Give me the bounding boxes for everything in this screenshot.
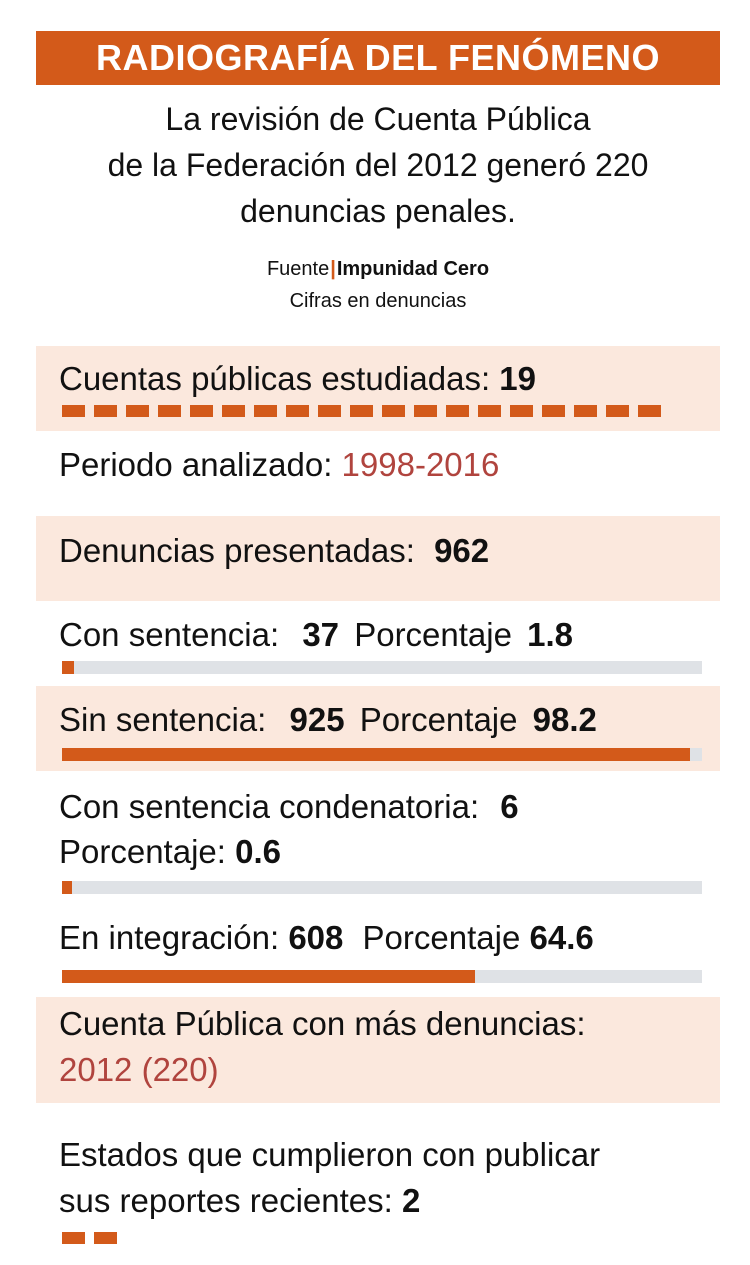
sin-sentencia-bar-track — [62, 748, 702, 761]
integracion-bar — [62, 970, 475, 983]
con-sentencia-pct: 1.8 — [527, 616, 574, 653]
estados-text-line-2: sus reportes recientes: 2 — [59, 1178, 420, 1224]
periodo-value: 1998-2016 — [341, 446, 500, 483]
row-condenatoria: Con sentencia condenatoria: 6 Porcentaje… — [36, 771, 720, 901]
source-line: Fuente|Impunidad Cero — [36, 253, 720, 285]
condenatoria-pct-label: Porcentaje: — [59, 833, 226, 870]
row-cuentas: Cuentas públicas estudiadas: 19 — [36, 346, 720, 431]
mas-denuncias-value: 2012 (220) — [59, 1051, 219, 1088]
cuentas-dash-8 — [286, 405, 309, 417]
condenatoria-bar-track — [62, 881, 702, 894]
estados-dash-1 — [62, 1232, 85, 1244]
sin-sentencia-bar — [62, 748, 690, 761]
con-sentencia-bar — [62, 661, 74, 674]
cuentas-dash-10 — [350, 405, 373, 417]
subtitle-line-1: La revisión de Cuenta Pública — [165, 101, 591, 137]
estados-value: 2 — [402, 1182, 421, 1219]
row-sin-sentencia-text: Sin sentencia: 925 Porcentaje 98.2 — [59, 697, 597, 743]
source-block: Fuente|Impunidad Cero Cifras en denuncia… — [36, 253, 720, 317]
cuentas-dash-19 — [638, 405, 661, 417]
con-sentencia-bar-track — [62, 661, 702, 674]
sin-sentencia-value: 925 — [289, 701, 345, 738]
cuentas-dash-17 — [574, 405, 597, 417]
row-cuentas-text: Cuentas públicas estudiadas: 19 — [59, 356, 536, 402]
estados-dash-2 — [94, 1232, 117, 1244]
con-sentencia-label: Con sentencia: — [59, 616, 280, 653]
integracion-pct: 64.6 — [529, 919, 594, 956]
source-label: Fuente — [266, 258, 330, 280]
subtitle-line-3: denuncias penales. — [240, 193, 516, 229]
row-condenatoria-text-1: Con sentencia condenatoria: 6 — [59, 784, 519, 830]
cuentas-dash-4 — [158, 405, 181, 417]
row-integracion: En integración: 608 Porcentaje 64.6 — [36, 901, 720, 997]
condenatoria-value: 6 — [500, 788, 519, 825]
cuentas-dash-6 — [222, 405, 245, 417]
sin-sentencia-pct: 98.2 — [532, 701, 597, 738]
mas-denuncias-label: Cuenta Pública con más denuncias: — [59, 1005, 586, 1042]
cuentas-value: 19 — [499, 360, 537, 397]
cuentas-dash-18 — [606, 405, 629, 417]
cuentas-dash-1 — [62, 405, 85, 417]
page-title: RADIOGRAFÍA DEL FENÓMENO — [36, 31, 720, 85]
row-periodo: Periodo analizado: 1998-2016 — [36, 431, 720, 516]
cuentas-dash-2 — [94, 405, 117, 417]
sin-sentencia-pct-label: Porcentaje — [359, 701, 518, 738]
cuentas-dash-13 — [446, 405, 469, 417]
integracion-label: En integración: — [59, 919, 280, 956]
row-denuncias: Denuncias presentadas: 962 — [36, 516, 720, 601]
source-separator: | — [330, 258, 336, 280]
con-sentencia-pct-label: Porcentaje — [354, 616, 512, 653]
cuentas-dash-12 — [414, 405, 437, 417]
cuentas-dash-5 — [190, 405, 213, 417]
cuentas-dash-14 — [478, 405, 501, 417]
sin-sentencia-label: Sin sentencia: — [59, 701, 267, 738]
integracion-bar-track — [62, 970, 702, 983]
integracion-pct-label: Porcentaje — [362, 919, 521, 956]
cuentas-dash-7 — [254, 405, 277, 417]
source-name: Impunidad Cero — [336, 258, 490, 280]
row-periodo-text: Periodo analizado: 1998-2016 — [59, 442, 499, 488]
estados-label-line-1: Estados que cumplieron con publicar — [59, 1136, 601, 1173]
estados-label-line-2: sus reportes recientes: — [59, 1182, 393, 1219]
row-con-sentencia-text: Con sentencia: 37 Porcentaje 1.8 — [59, 612, 573, 658]
row-estados: Estados que cumplieron con publicar sus … — [36, 1103, 720, 1253]
row-denuncias-text: Denuncias presentadas: 962 — [59, 528, 489, 574]
cuentas-dash-15 — [510, 405, 533, 417]
cuentas-dash-11 — [382, 405, 405, 417]
condenatoria-bar — [62, 881, 72, 894]
condenatoria-label: Con sentencia condenatoria: — [59, 788, 480, 825]
units-note: Cifras en denuncias — [289, 290, 467, 312]
cuentas-dash-16 — [542, 405, 565, 417]
row-mas-denuncias: Cuenta Pública con más denuncias: 2012 (… — [36, 997, 720, 1103]
integracion-value: 608 — [288, 919, 344, 956]
denuncias-label: Denuncias presentadas: — [59, 532, 415, 569]
row-sin-sentencia: Sin sentencia: 925 Porcentaje 98.2 — [36, 686, 720, 771]
row-condenatoria-text-2: Porcentaje: 0.6 — [59, 829, 281, 875]
con-sentencia-value: 37 — [302, 616, 340, 653]
row-integracion-text: En integración: 608 Porcentaje 64.6 — [59, 915, 594, 961]
periodo-label: Periodo analizado: — [59, 446, 333, 483]
subtitle-line-2: de la Federación del 2012 generó 220 — [107, 147, 649, 183]
cuentas-dash-3 — [126, 405, 149, 417]
cuentas-dash-9 — [318, 405, 341, 417]
denuncias-value: 962 — [434, 532, 490, 569]
subtitle: La revisión de Cuenta Pública de la Fede… — [36, 96, 720, 234]
cuentas-label: Cuentas públicas estudiadas: — [59, 360, 491, 397]
condenatoria-pct: 0.6 — [235, 833, 281, 870]
title-text: RADIOGRAFÍA DEL FENÓMENO — [95, 37, 660, 78]
row-con-sentencia: Con sentencia: 37 Porcentaje 1.8 — [36, 601, 720, 686]
